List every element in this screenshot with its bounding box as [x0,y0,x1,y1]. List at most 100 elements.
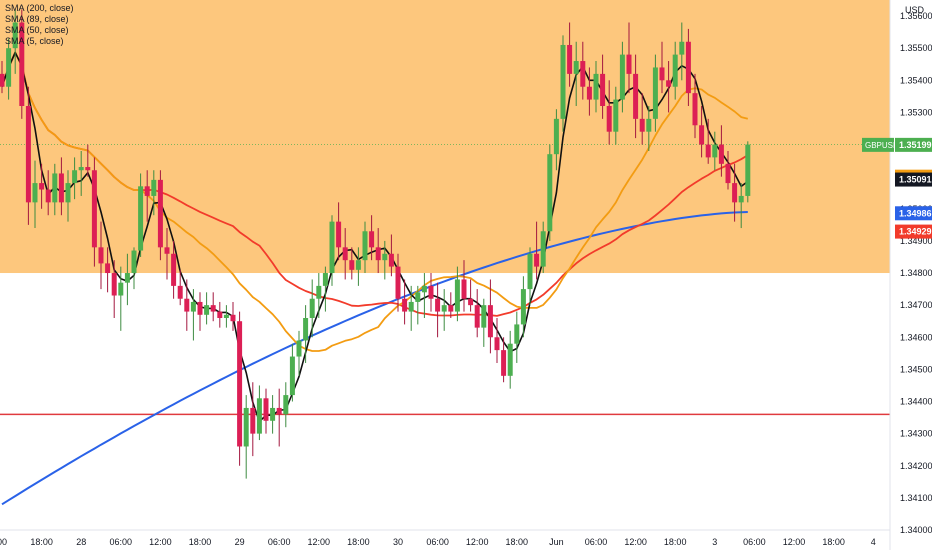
candle-body [732,183,738,203]
candle-body [560,44,566,119]
candle-body [270,407,276,421]
candle-body [177,285,183,299]
candle-body [362,231,368,261]
y-tick-label: 1.34600 [900,332,932,342]
legend-item-sma200[interactable]: SMA (200, close) [5,3,74,13]
candle-body [336,221,342,248]
candle-body [223,314,229,318]
candle-body [329,221,335,274]
candle-body [586,86,592,100]
candle-body [553,118,559,155]
candle-body [501,350,507,376]
candle-body [428,285,434,299]
x-tick-label: 06:00 [268,537,291,547]
candle-body [98,247,104,264]
candle-body [355,260,361,270]
candle-body [118,282,124,296]
candle-body [606,106,612,132]
candle-body [6,48,12,87]
x-tick-label: 06:00 [110,537,133,547]
candle-body [481,305,487,328]
candle-body [124,273,130,283]
candle-body [652,67,658,119]
price-tag-value: 1.35091 [899,175,932,185]
y-tick-label: 1.35300 [900,107,932,117]
price-tag-bg [895,172,932,187]
candle-body [171,253,177,286]
candle-body [745,144,751,196]
candle-body [184,298,190,312]
candle-body [626,54,632,74]
candle-body [164,247,170,254]
candle-body [276,407,282,415]
x-tick-label: 12:00 [308,537,331,547]
x-tick-label: 18:00 [506,537,529,547]
candle-body [0,73,5,87]
legend-item-sma89[interactable]: SMA (89, close) [5,14,69,24]
candle-body [210,305,216,312]
x-tick-label: 18:00 [347,537,370,547]
candle-body [65,183,71,203]
candle-body [395,266,401,299]
candle-body [349,260,355,270]
price-tag-value: 1.35199 [899,140,932,150]
candle-body [402,298,408,312]
x-tick-label: 18:00 [822,537,845,547]
currency-label: USD [905,5,925,15]
candle-body [448,305,454,312]
candle-body [461,279,467,299]
candle-body [190,301,196,312]
candle-body [256,398,262,434]
x-tick-label: 3 [712,537,717,547]
candle-body [573,61,579,74]
y-tick-label: 1.34800 [900,268,932,278]
highlight-zone [0,0,890,274]
candle-body [520,289,526,325]
candle-body [619,54,625,100]
price-tag-bg [895,206,932,221]
candle-body [547,154,553,232]
candle-body [263,398,269,421]
candle-body [507,343,513,376]
legend-item-sma5[interactable]: SMA (5, close) [5,36,64,46]
candle-body [474,305,480,328]
candle-body [494,337,500,351]
candle-body [289,356,295,396]
candle-body [718,144,724,164]
candle-body [303,318,309,341]
candle-body [151,179,157,196]
candle-body [454,279,460,312]
y-tick-label: 1.34000 [900,525,932,535]
candle-body [699,125,705,145]
symbol-tag-bg [862,137,894,152]
x-tick-label: Jun [549,537,564,547]
x-tick-label: 18:00 [30,537,53,547]
candle-body [243,407,249,447]
candle-body [58,173,64,203]
legend-item-sma50[interactable]: SMA (50, close) [5,25,69,35]
candle-body [85,167,91,171]
y-tick-label: 1.34200 [900,461,932,471]
candle-body [144,186,150,196]
candle-body [342,247,348,261]
price-tag-value: 1.34986 [899,208,932,218]
candle-body [633,73,639,119]
x-tick-label: 18:00 [664,537,687,547]
candle-body [78,167,84,171]
indicator-legend: SMA (200, close) SMA (89, close) SMA (50… [5,3,74,47]
x-tick-label: 06:00 [585,537,608,547]
x-tick-label: 06:00 [743,537,766,547]
x-tick-label: 12:00 [783,537,806,547]
candle-body [230,314,236,322]
candle-body [388,253,394,267]
candle-body [25,106,31,203]
candle-body [157,179,163,248]
candle-body [639,118,645,132]
candle-body [296,340,302,357]
candle-body [382,253,388,261]
candle-body [435,298,441,312]
candle-body [45,189,51,203]
candle-body [204,305,210,315]
